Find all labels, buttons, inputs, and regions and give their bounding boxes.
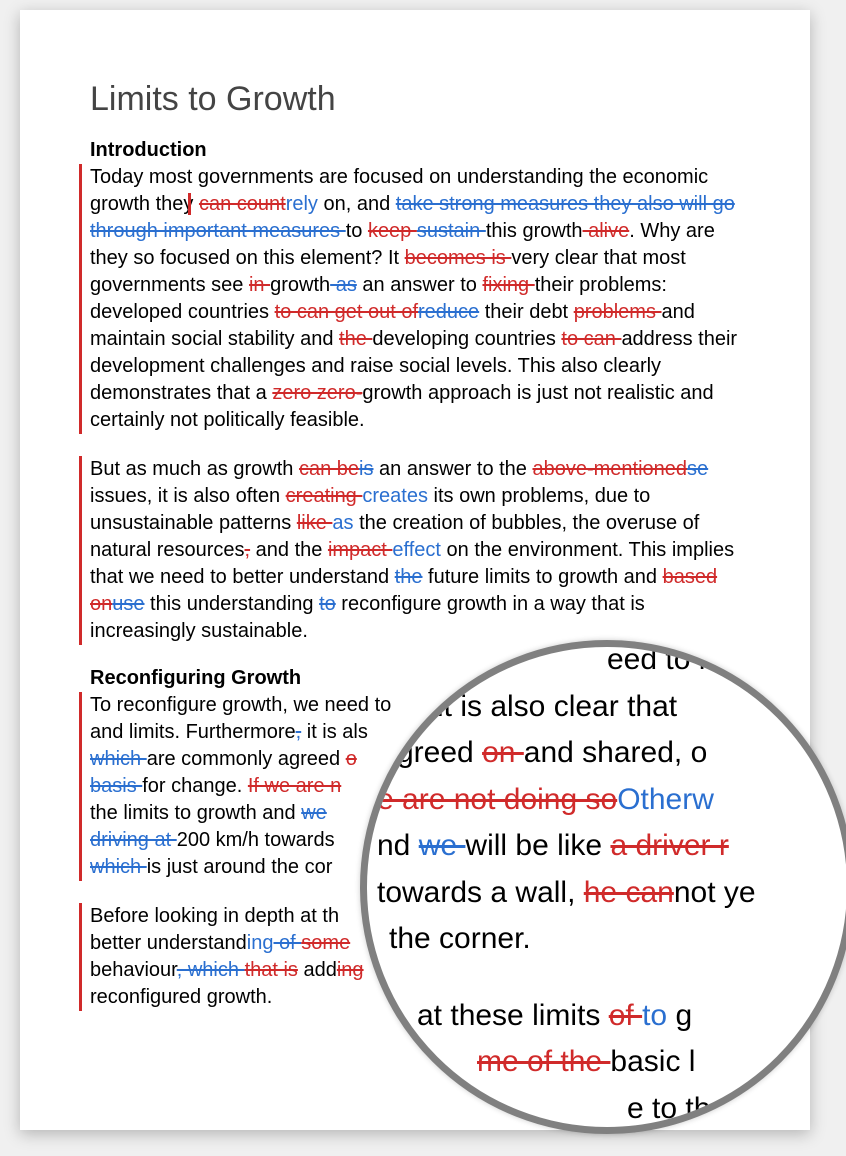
inserted-text: as [332,512,359,534]
deleted-text: creating [286,485,363,507]
text: behaviour [90,959,177,981]
deleted-text: as [330,274,357,296]
text: greed [397,736,482,769]
text: their debt [479,301,574,323]
text: it is als [301,721,368,743]
text: e to th [627,1092,710,1125]
deleted-text: like [297,512,333,534]
text: on, and [318,193,396,215]
inserted-text: effect [392,539,446,561]
deleted-text: use [112,593,144,615]
deleted-text: driving at [90,829,177,851]
inserted-text: rely [286,193,318,215]
inserted-text: ing [337,959,364,981]
heading-introduction: Introduction [90,139,750,162]
text: not ye [674,876,756,909]
deleted-text: alive [583,220,630,242]
magnifier-content: eed to look it is also clear that greed … [360,640,846,1132]
text: and limits. Furthermore [90,721,296,743]
inserted-text: creates [362,485,433,507]
deleted-text: that is [245,959,298,981]
deleted-text: the [339,328,372,350]
text: will be like [465,829,610,862]
deleted-text: fixing [482,274,534,296]
deleted-text: which [90,856,147,878]
text: eed to look [607,643,754,676]
deleted-text: which [90,748,147,770]
deleted-text: to [319,593,336,615]
deleted-text: reduce [418,301,479,323]
inserted-text: ing [247,932,274,954]
deleted-text: the [395,566,423,588]
deleted-text: If we are n [248,775,341,797]
deleted-text: of [273,932,301,954]
text: are commonly agreed [147,748,346,770]
text: to [346,220,368,242]
deleted-text: we [301,802,327,824]
deleted-text: me of the [477,1045,610,1078]
text: future limits to growth and [422,566,662,588]
deleted-text: some [301,932,350,954]
deleted-text: to can get out of [275,301,418,323]
text: at these limits [417,999,609,1032]
text: this growth [486,220,583,242]
deleted-text: a driver r [610,829,728,862]
inserted-text: Otherw [617,783,714,816]
text: growth [270,274,330,296]
deleted-text: problems [574,301,662,323]
text: the corner. [389,922,531,955]
text: better understand [90,932,247,954]
deleted-text: can count [199,193,286,215]
deleted-text: e are not doing so [377,783,617,816]
deleted-text: sustain [417,220,486,242]
text: the limits to growth and [90,802,301,824]
text: To reconfigure growth, we need to [90,694,391,716]
deleted-text: impact [328,539,392,561]
deleted-text: is [359,458,373,480]
magnifier-lens: eed to look it is also clear that greed … [360,640,846,1134]
text: Before looking in depth at th [90,905,339,927]
text: this understanding [145,593,320,615]
text: g [675,999,692,1032]
paragraph-2: But as much as growth can beis an answer… [79,456,750,645]
deleted-text: of [609,999,642,1032]
deleted-text: to can [561,328,621,350]
deleted-text: in [249,274,270,296]
text: an answer to the [374,458,533,480]
deleted-text: becomes is [405,247,512,269]
deleted-text: basis [90,775,142,797]
deleted-text: zero zero- [272,382,362,404]
text: an answer to [357,274,483,296]
text: towards a wall, [377,876,584,909]
text: But as much as growth [90,458,299,480]
text: and the [250,539,328,561]
deleted-text: we [419,829,466,862]
deleted-text: keep [368,220,417,242]
text: developing countries [372,328,561,350]
text: basic l [610,1045,695,1078]
text: it is also clear that [437,690,677,723]
text: is just around the cor [147,856,333,878]
deleted-text: , which [177,959,245,981]
text: reconfigured growth. [90,986,272,1008]
inserted-text: to [642,999,675,1032]
page-title: Limits to Growth [90,80,750,119]
text: 200 km/h towards [177,829,335,851]
text: for change. [142,775,248,797]
deleted-text: o [346,748,357,770]
paragraph-1: Today most governments are focused on un… [79,164,750,434]
deleted-text: on [482,736,524,769]
text: issues, it is also often [90,485,286,507]
deleted-text: se [687,458,708,480]
text: nd [377,829,419,862]
deleted-text: he can [584,876,674,909]
text: and shared, o [524,736,707,769]
text: add [298,959,337,981]
deleted-text: above-mentioned [532,458,687,480]
deleted-text: can be [299,458,359,480]
